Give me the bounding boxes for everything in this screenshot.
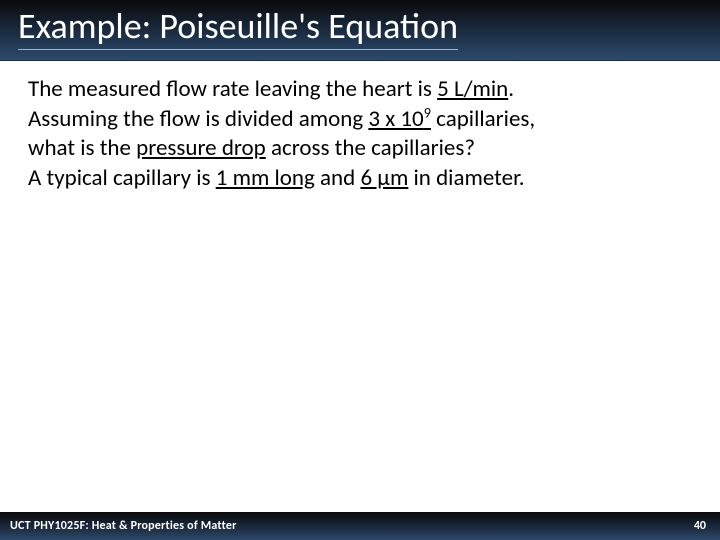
body-line-2: Assuming the flow is divided among 3 x 1… xyxy=(28,105,692,134)
pressure-drop-term: pressure drop xyxy=(136,134,266,162)
body-line-3: what is the pressure drop across the cap… xyxy=(28,134,692,163)
capillary-diameter: 6 μm xyxy=(360,164,408,192)
slide: Example: Poiseuille's Equation The measu… xyxy=(0,0,720,540)
text: Assuming the flow is divided among xyxy=(28,105,368,133)
text: across the capillaries? xyxy=(266,134,475,162)
count-exponent: 9 xyxy=(424,103,431,121)
flow-rate-value: 5 L/min xyxy=(437,75,508,103)
text: in diameter. xyxy=(408,164,524,192)
footer-course-label: UCT PHY1025F: Heat & Properties of Matte… xyxy=(10,519,237,533)
body-line-1: The measured flow rate leaving the heart… xyxy=(28,75,692,104)
slide-footer: UCT PHY1025F: Heat & Properties of Matte… xyxy=(0,512,720,540)
text: capillaries, xyxy=(431,105,535,133)
text: . xyxy=(508,75,514,103)
count-base: 3 x 10 xyxy=(368,105,423,133)
text: A typical capillary is xyxy=(28,164,216,192)
slide-title: Example: Poiseuille's Equation xyxy=(18,6,458,50)
slide-number: 40 xyxy=(694,519,706,533)
capillary-count: 3 x 109 xyxy=(368,105,431,133)
text: The measured flow rate leaving the heart… xyxy=(28,75,437,103)
body-line-4: A typical capillary is 1 mm long and 6 μ… xyxy=(28,164,692,193)
text: and xyxy=(315,164,361,192)
slide-body: The measured flow rate leaving the heart… xyxy=(0,61,720,512)
slide-header: Example: Poiseuille's Equation xyxy=(0,0,720,61)
capillary-length: 1 mm long xyxy=(216,164,315,192)
text: what is the xyxy=(28,134,136,162)
